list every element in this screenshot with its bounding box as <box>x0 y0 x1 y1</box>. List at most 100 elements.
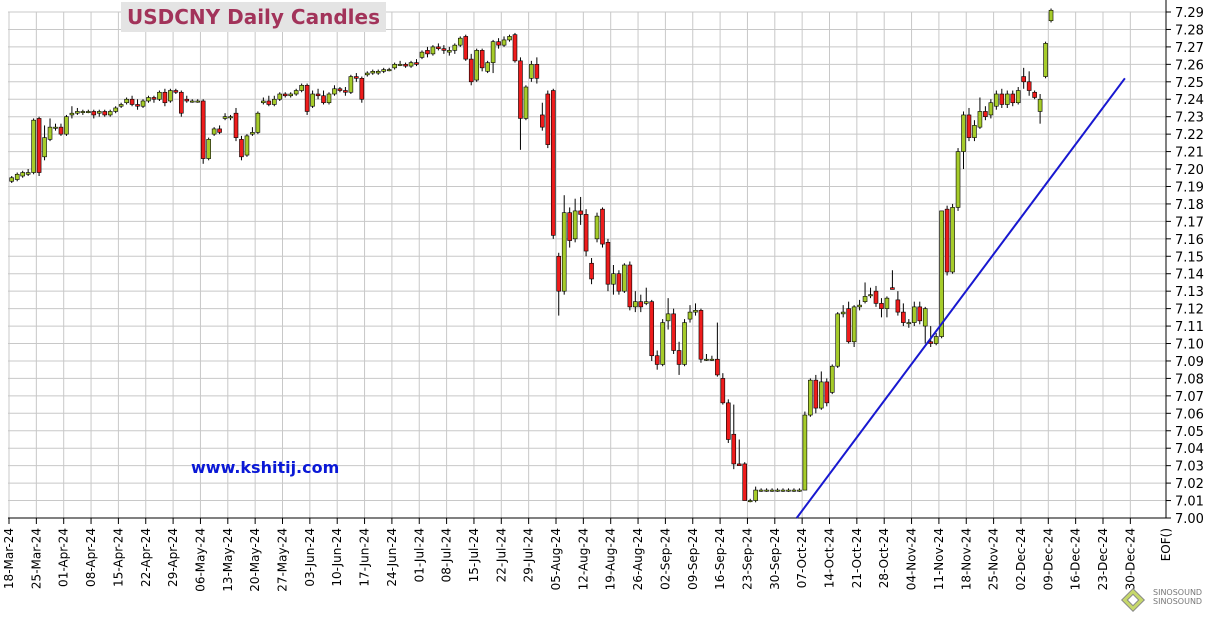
candle-down <box>129 98 135 105</box>
candle-up <box>643 301 649 304</box>
candle-up <box>206 139 211 159</box>
candle-up <box>884 297 890 309</box>
candle-down <box>217 128 222 133</box>
x-tick-label: 17-Jun-24 <box>358 528 372 587</box>
x-tick-label: 05-Aug-24 <box>549 528 563 590</box>
candle-down <box>282 93 288 97</box>
candle-down <box>102 111 108 116</box>
candle-down <box>616 273 622 292</box>
logo-text-line-1: SINOSOUND <box>1153 588 1203 597</box>
candle-up <box>988 102 994 116</box>
x-tick-label: 19-Aug-24 <box>604 528 618 590</box>
candle-up <box>911 306 917 323</box>
x-tick-label: 22-Apr-24 <box>139 528 153 587</box>
candle-up <box>244 135 250 156</box>
x-tick-label: 20-May-24 <box>248 528 262 592</box>
candle-up <box>687 311 693 320</box>
candle-down <box>813 379 819 409</box>
candle-up <box>47 126 53 140</box>
candle-up <box>797 489 802 492</box>
candle-up <box>835 313 840 367</box>
candle-down <box>179 91 184 114</box>
candle-up <box>490 41 496 63</box>
candle-down <box>1010 93 1016 104</box>
logo-text: SINOSOUND SINOSOUND <box>1153 588 1202 606</box>
x-tick-label: 29-Apr-24 <box>166 528 180 587</box>
candle-up <box>326 93 332 104</box>
candle-up <box>933 336 939 344</box>
x-tick-label: 09-Sep-24 <box>686 528 700 590</box>
y-tick-label: 7.13 <box>1175 285 1204 300</box>
candle-up <box>288 93 293 97</box>
y-tick-label: 7.29 <box>1175 6 1204 21</box>
candle-down <box>441 48 447 51</box>
candle-up <box>370 71 376 74</box>
candle-up <box>75 111 80 114</box>
candle-down <box>720 378 726 404</box>
x-tick-label: 16-Sep-24 <box>713 528 727 590</box>
y-tick-label: 7.04 <box>1175 442 1204 457</box>
x-tick-label: 09-Dec-24 <box>1041 528 1055 590</box>
candle-up <box>972 125 977 138</box>
candle-up <box>594 215 600 240</box>
y-tick-label: 7.24 <box>1175 93 1204 108</box>
candle-up <box>829 365 835 393</box>
candle-down <box>649 301 655 357</box>
x-tick-label: 15-Jul-24 <box>467 528 481 582</box>
candle-down <box>1032 91 1037 98</box>
candle-up <box>660 322 665 365</box>
candle-up <box>622 264 627 292</box>
y-tick-label: 7.01 <box>1175 495 1204 510</box>
candle-up <box>146 97 151 102</box>
x-tick-label: 18-Nov-24 <box>959 528 973 590</box>
y-tick-label: 7.25 <box>1175 76 1204 91</box>
candle-down <box>550 90 556 236</box>
candle-up <box>140 100 146 107</box>
candle-up <box>1015 90 1021 104</box>
candle-down <box>901 311 906 323</box>
candle-up <box>994 93 999 107</box>
candle-down <box>58 126 64 135</box>
candle-down <box>239 139 244 158</box>
x-tick-label: 24-Jun-24 <box>385 528 399 587</box>
candle-down <box>173 90 179 93</box>
candle-up <box>862 296 868 302</box>
candle-down <box>1021 76 1026 83</box>
x-tick-label: 27-May-24 <box>276 528 290 592</box>
x-tick-label: 04-Nov-24 <box>905 528 919 590</box>
candle-up <box>261 100 266 104</box>
x-tick-label: 22-Jul-24 <box>494 528 508 582</box>
candle-up <box>277 93 283 100</box>
candle-down <box>518 60 523 119</box>
candle-down <box>36 118 42 173</box>
candle-down <box>671 313 676 351</box>
candle-up <box>747 500 753 503</box>
candle-down <box>184 98 190 102</box>
candle-up <box>611 273 616 285</box>
candle-down <box>731 433 737 465</box>
candle-down <box>715 358 720 376</box>
candle-up <box>348 76 354 93</box>
y-tick-label: 7.18 <box>1175 198 1204 213</box>
x-tick-label: 25-Nov-24 <box>987 528 1001 590</box>
candle-down <box>534 64 540 79</box>
x-tick-label: 01-Apr-24 <box>57 528 71 587</box>
candle-down <box>654 355 660 365</box>
y-tick-label: 7.02 <box>1175 477 1204 492</box>
y-tick-label: 7.17 <box>1175 215 1204 230</box>
x-tick-label: 01-Jul-24 <box>412 528 426 582</box>
candle-up <box>310 93 315 107</box>
y-tick-label: 7.08 <box>1175 372 1204 387</box>
sinosound-logo-icon <box>1121 587 1146 613</box>
candle-up <box>704 358 709 361</box>
x-tick-label: 18-Mar-24 <box>2 528 16 589</box>
candle-down <box>304 84 310 112</box>
trendline <box>795 77 1126 519</box>
candle-up <box>69 112 75 116</box>
y-tick-label: 7.26 <box>1175 58 1204 73</box>
y-tick-label: 7.28 <box>1175 23 1204 38</box>
candle-up <box>819 381 824 409</box>
candle-up <box>633 301 638 308</box>
y-tick-label: 7.15 <box>1175 250 1204 265</box>
